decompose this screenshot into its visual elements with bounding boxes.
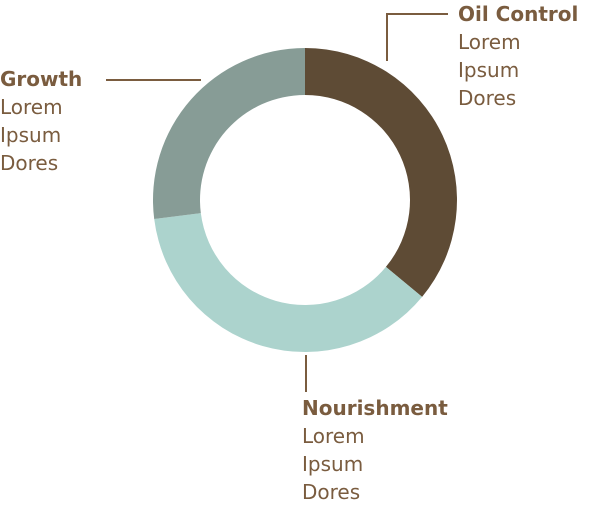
slice-description-growth: Lorem Ipsum Dores xyxy=(0,95,63,175)
slice-name-growth: Growth xyxy=(0,67,83,91)
slice-nourishment xyxy=(154,213,423,352)
slice-description-oil-control: Lorem Ipsum Dores xyxy=(458,30,521,110)
legend-label-growth: Growth Lorem Ipsum Dores xyxy=(0,65,82,177)
slice-description-nourishment: Lorem Ipsum Dores xyxy=(302,424,365,504)
donut-slices xyxy=(152,48,458,352)
slice-name-nourishment: Nourishment xyxy=(302,396,448,420)
legend-label-oil-control: Oil Control Lorem Ipsum Dores xyxy=(458,0,578,112)
legend-label-nourishment: Nourishment Lorem Ipsum Dores xyxy=(302,394,448,506)
leader-lines xyxy=(106,13,448,392)
slice-name-oil-control: Oil Control xyxy=(458,2,579,26)
slice-growth xyxy=(152,48,305,220)
slice-oil-control xyxy=(305,48,458,297)
